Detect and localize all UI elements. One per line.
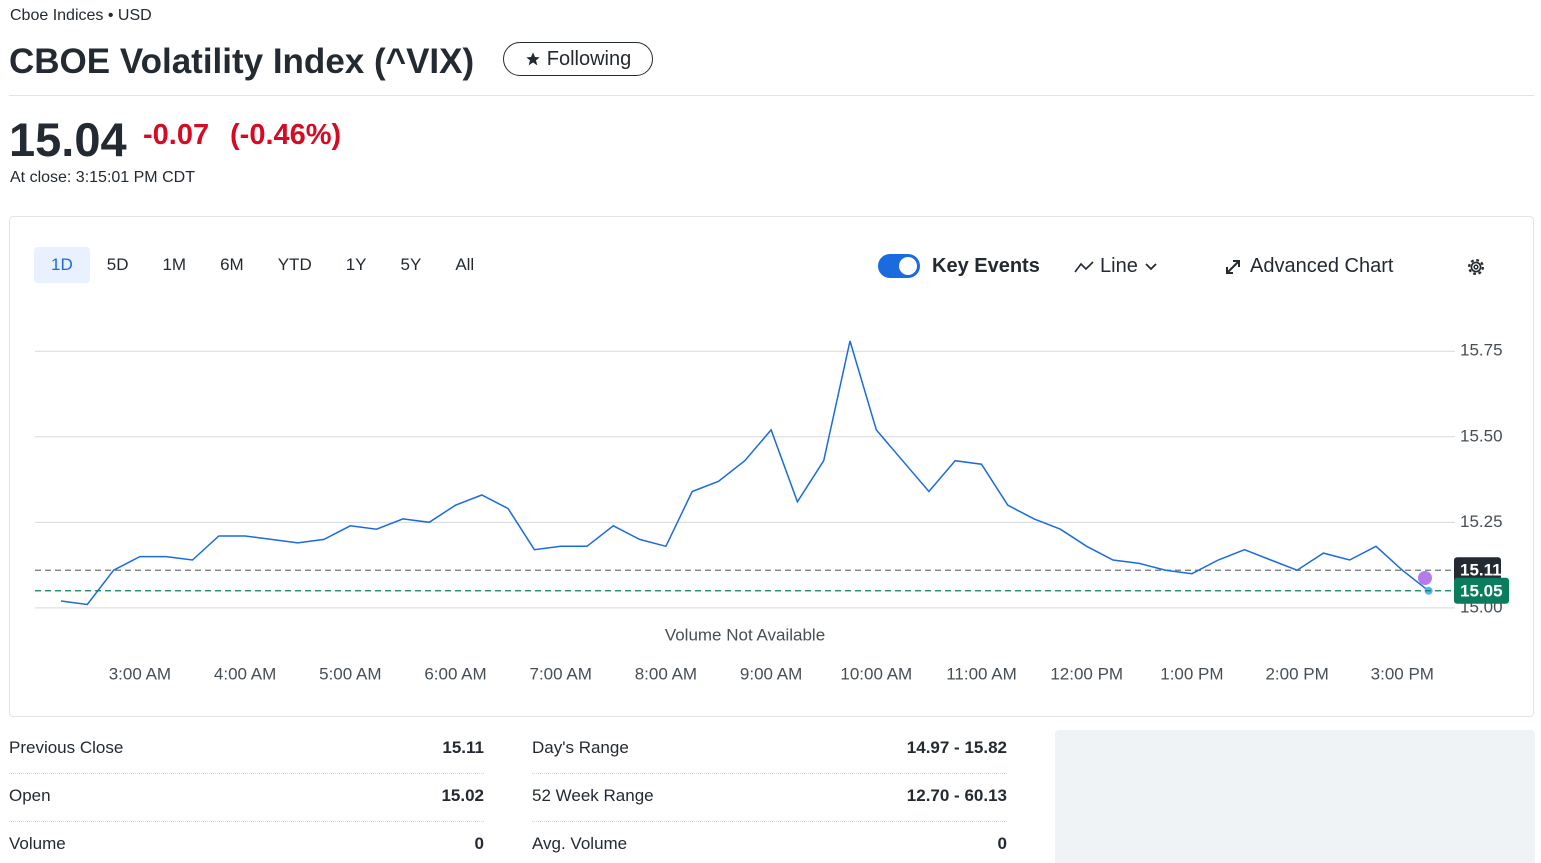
- price-change-percent: (-0.46%): [230, 119, 342, 151]
- stat-row: Day's Range 14.97 - 15.82: [532, 726, 1007, 774]
- settings-button[interactable]: [1465, 256, 1487, 283]
- x-tick-label: 8:00 AM: [635, 664, 697, 683]
- follow-button[interactable]: Following: [503, 42, 653, 76]
- stat-label: Day's Range: [532, 738, 629, 757]
- stat-value: 15.02: [441, 786, 484, 805]
- toggle-knob: [899, 257, 917, 275]
- line-icon: [1074, 260, 1094, 272]
- chart-style-label: Line: [1100, 255, 1138, 277]
- volume-note: Volume Not Available: [665, 625, 825, 644]
- last-price-line-label: 15.05: [1460, 581, 1503, 600]
- stat-label: Avg. Volume: [532, 834, 628, 853]
- x-tick-label: 2:00 PM: [1265, 664, 1328, 683]
- x-tick-label: 7:00 AM: [530, 664, 592, 683]
- last-price-line-label-box: [1454, 577, 1509, 604]
- stat-label: 52 Week Range: [532, 786, 654, 805]
- stat-value: 12.70 - 60.13: [906, 786, 1007, 805]
- star-icon: [526, 52, 540, 66]
- y-tick-label: 15.50: [1460, 426, 1503, 445]
- stat-value: 15.11: [442, 738, 484, 757]
- stat-label: Volume: [9, 834, 66, 853]
- price: 15.04: [9, 113, 127, 166]
- stat-row: Previous Close 15.11: [9, 726, 484, 774]
- x-tick-label: 5:00 AM: [319, 664, 381, 683]
- key-events-toggle[interactable]: [878, 254, 920, 278]
- x-tick-label: 3:00 AM: [109, 664, 171, 683]
- x-tick-label: 10:00 AM: [840, 664, 912, 683]
- x-tick-label: 12:00 PM: [1050, 664, 1123, 683]
- stat-value: 14.97 - 15.82: [906, 738, 1007, 757]
- stat-row: Open 15.02: [9, 774, 484, 822]
- stat-label: Open: [9, 786, 51, 805]
- divider: [9, 95, 1534, 96]
- key-event-marker: [1418, 571, 1432, 585]
- stat-value: 0: [474, 834, 484, 853]
- x-tick-label: 9:00 AM: [740, 664, 802, 683]
- range-button[interactable]: 5D: [106, 255, 129, 274]
- expand-icon: [1226, 259, 1240, 274]
- previous-close-line-label: 15.11: [1460, 561, 1502, 580]
- price-line: [60, 340, 1430, 606]
- range-button[interactable]: 5Y: [400, 255, 422, 274]
- range-button[interactable]: 1D: [34, 247, 90, 283]
- x-tick-label: 4:00 AM: [214, 664, 276, 683]
- range-button[interactable]: 1Y: [345, 255, 367, 274]
- gear-icon: [1467, 258, 1485, 276]
- range-selector: 1D 5D 1M 6M YTD 1Y 5Y All: [34, 247, 491, 283]
- ad-placeholder: [1055, 730, 1535, 863]
- chart-card: [9, 216, 1534, 717]
- previous-close-line-label-box: [1454, 557, 1501, 584]
- range-button[interactable]: 6M: [220, 255, 244, 274]
- chevron-icon: [1145, 262, 1157, 270]
- market-status: At close: 3:15:01 PM CDT: [10, 169, 195, 186]
- y-tick-label: 15.25: [1460, 512, 1503, 531]
- chart-style-menu[interactable]: Line: [1074, 255, 1158, 278]
- range-button[interactable]: All: [455, 255, 475, 274]
- x-tick-label: 3:00 PM: [1371, 664, 1434, 683]
- page-title: CBOE Volatility Index (^VIX): [9, 42, 475, 81]
- advanced-chart-button[interactable]: Advanced Chart: [1224, 255, 1393, 278]
- x-tick-label: 1:00 PM: [1160, 664, 1223, 683]
- x-tick-label: 11:00 AM: [946, 664, 1017, 683]
- y-tick-label: 15.75: [1460, 341, 1503, 360]
- range-button[interactable]: YTD: [277, 255, 312, 274]
- stat-label: Previous Close: [9, 738, 124, 757]
- breadcrumb: Cboe Indices • USD: [10, 7, 152, 24]
- stat-value: 0: [997, 834, 1007, 853]
- stat-row: Avg. Volume 0: [532, 822, 1007, 863]
- range-button[interactable]: 1M: [162, 255, 187, 274]
- key-events-label[interactable]: Key Events: [932, 255, 1040, 277]
- stat-row: Volume 0: [9, 822, 484, 863]
- x-tick-label: 6:00 AM: [424, 664, 486, 683]
- price-change: -0.07: [143, 119, 210, 151]
- follow-label: Following: [546, 47, 632, 70]
- advanced-chart-label: Advanced Chart: [1250, 255, 1394, 277]
- stat-row: 52 Week Range 12.70 - 60.13: [532, 774, 1007, 822]
